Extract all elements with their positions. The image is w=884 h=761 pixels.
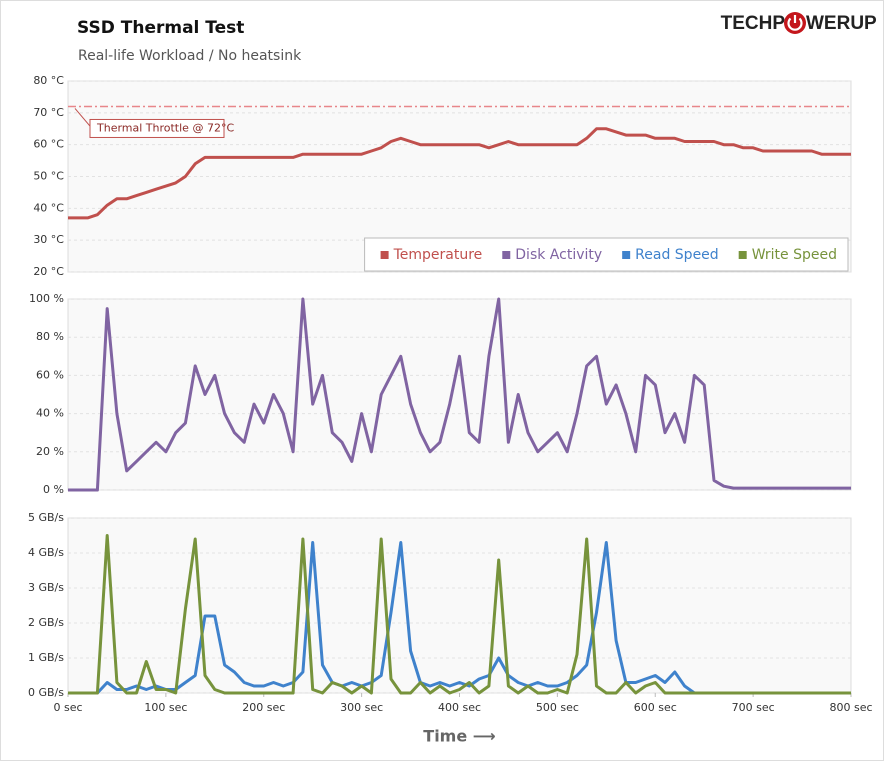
y-tick-label: 4 GB/s [28,546,64,559]
title: SSD Thermal Test [77,18,244,38]
legend-swatch [502,251,511,259]
logo-right: WERUP [806,13,877,34]
logo-left: TECHP [721,13,786,34]
legend-box [364,237,849,272]
x-tick-label: 0 sec [53,701,82,714]
y-tick-label: 60 % [36,368,64,381]
x-tick-label: 700 sec [732,701,775,714]
legend-label: Read Speed [635,247,719,263]
legend-swatch [380,251,389,259]
legend-label: Disk Activity [515,247,602,263]
y-tick-label: 80 % [36,330,64,343]
y-tick-label: 70 °C [33,106,64,119]
y-tick-label: 5 GB/s [28,511,64,524]
annotation-box [89,118,225,138]
y-tick-label: 60 °C [33,138,64,151]
y-tick-label: 20 % [36,445,64,458]
y-tick-label: 20 °C [33,265,64,278]
logo-icon [784,12,806,34]
subtitle: Real-life Workload / No heatsink [78,48,302,64]
x-tick-label: 300 sec [340,701,383,714]
x-tick-label: 500 sec [536,701,579,714]
plot-area [67,298,852,491]
legend-swatch [738,251,747,259]
x-axis-label: Time ⟶ [423,727,495,746]
y-tick-label: 80 °C [33,74,64,87]
y-tick-label: 50 °C [33,170,64,183]
legend-label: Temperature [393,247,483,263]
legend: Temperature Disk Activity Read Speed Write … [364,237,849,272]
legend-swatch [622,251,631,259]
annotation-leader [74,108,93,129]
y-tick-label: 3 GB/s [28,581,64,594]
x-tick-label: 600 sec [634,701,677,714]
y-tick-label: 40 °C [33,201,64,214]
y-tick-label: 1 GB/s [28,651,64,664]
x-tick-label: 800 sec [829,701,872,714]
x-tick-label: 400 sec [438,701,481,714]
annotation: Thermal Throttle @ 72°C [96,121,234,134]
y-tick-label: 100 % [29,292,64,305]
y-tick-label: 0 % [43,483,64,496]
series-line [68,534,851,695]
legend-label: Write Speed [752,247,837,263]
y-tick-label: 0 GB/s [28,686,64,699]
series-line [68,127,851,220]
series-line [68,297,851,492]
y-tick-label: 40 % [36,407,64,420]
x-tick-label: 100 sec [144,701,187,714]
y-tick-label: 30 °C [33,233,64,246]
x-tick-label: 200 sec [242,701,285,714]
y-tick-label: 2 GB/s [28,616,64,629]
